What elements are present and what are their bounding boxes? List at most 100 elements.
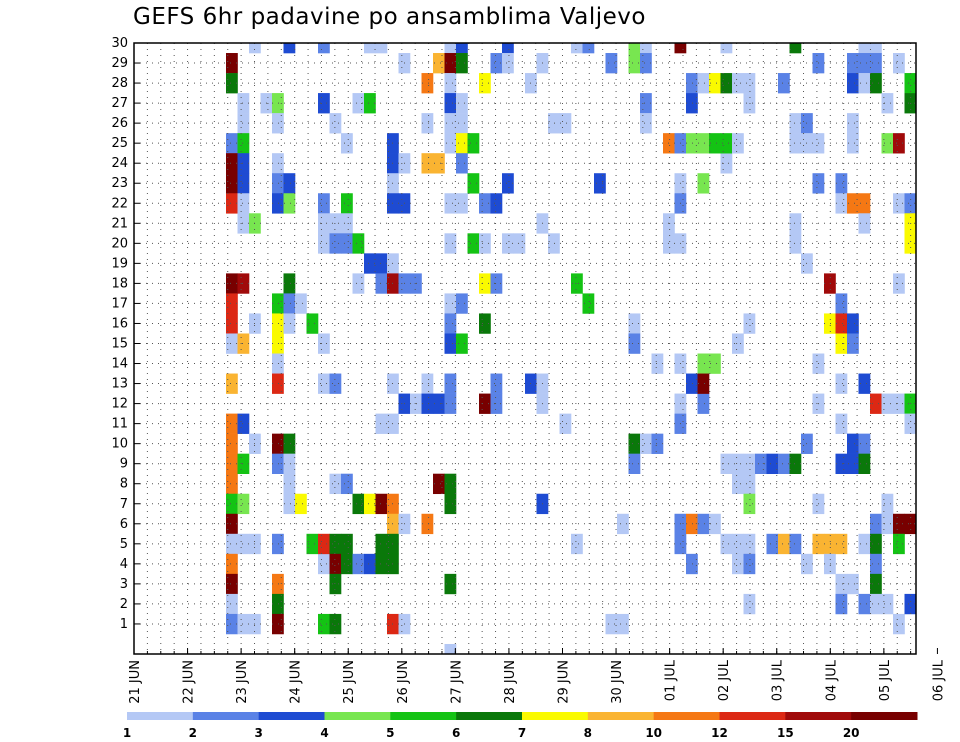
heatmap-cell	[778, 533, 790, 555]
heatmap-cell	[513, 233, 526, 254]
heatmap-cell	[651, 433, 664, 454]
heatmap-cell	[870, 573, 882, 595]
heatmap-cell	[306, 533, 319, 555]
colorbar-swatch	[785, 712, 852, 720]
heatmap-cell	[858, 193, 871, 214]
heatmap-cell	[743, 593, 756, 615]
heatmap-cell	[904, 593, 917, 615]
heatmap-cell	[479, 233, 491, 254]
heatmap-cell	[870, 513, 882, 535]
heatmap-cell	[272, 533, 284, 555]
heatmap-cell	[835, 173, 848, 194]
heatmap-cell	[283, 173, 296, 194]
heatmap-cell	[490, 193, 503, 214]
x-tick-label: 28 JUN	[503, 660, 518, 704]
plot-frame	[133, 42, 917, 655]
colorbar-label: 15	[777, 726, 794, 740]
heatmap-cell	[709, 353, 721, 374]
heatmap-cell	[709, 513, 721, 535]
heatmap-cell	[329, 553, 342, 575]
heatmap-cell	[628, 453, 641, 474]
heatmap-cell	[502, 173, 514, 194]
heatmap-cell	[697, 373, 710, 394]
x-tick-label: 23 JUN	[235, 660, 250, 704]
heatmap-cell	[548, 233, 560, 254]
heatmap-cell	[628, 43, 641, 54]
colorbar-label: 6	[452, 726, 460, 740]
x-tick-label: 24 JUN	[289, 660, 304, 704]
heatmap-cell	[352, 273, 365, 294]
heatmap-cell	[352, 233, 365, 254]
heatmap-cell	[341, 553, 353, 575]
heatmap-cell	[720, 153, 733, 174]
heatmap-cell	[686, 133, 698, 154]
x-tick-label: 27 JUN	[449, 660, 464, 704]
heatmap-cell	[720, 73, 733, 94]
heatmap-cell	[904, 413, 917, 434]
heatmap-cell	[421, 113, 434, 134]
heatmap-cell	[318, 193, 330, 214]
heatmap-cell	[375, 273, 388, 294]
y-tick-label: 23	[111, 176, 128, 191]
colorbar-swatch	[456, 712, 523, 720]
heatmap-cell	[375, 493, 388, 515]
heatmap-cell	[237, 333, 250, 354]
heatmap-cell	[732, 553, 744, 575]
heatmap-cell	[479, 193, 491, 214]
heatmap-cell	[283, 473, 296, 495]
heatmap-cell	[226, 473, 238, 495]
heatmap-cell	[893, 393, 905, 414]
y-tick-label: 25	[111, 136, 128, 151]
heatmap-cell	[410, 393, 422, 414]
x-tick-label: 25 JUN	[342, 660, 357, 704]
heatmap-cell	[904, 73, 917, 94]
heatmap-cell	[226, 593, 238, 615]
heatmap-cell	[226, 493, 238, 515]
heatmap-cell	[237, 193, 250, 214]
heatmap-cell	[732, 453, 744, 474]
heatmap-cell	[410, 273, 422, 294]
heatmap-cell	[272, 333, 284, 354]
y-tick-label: 19	[111, 256, 128, 271]
heatmap-cell	[421, 153, 434, 174]
heatmap-cell	[226, 573, 238, 595]
heatmap-cell	[881, 513, 894, 535]
heatmap-cell	[237, 493, 250, 515]
heatmap-cell	[364, 93, 376, 114]
x-tick-label: 03 JUL	[771, 659, 786, 701]
heatmap-cell	[640, 433, 652, 454]
heatmap-cell	[881, 133, 894, 154]
heatmap-cell	[881, 593, 894, 615]
heatmap-cell	[272, 453, 284, 474]
heatmap-cell	[858, 433, 871, 454]
heatmap-cell	[283, 453, 296, 474]
colorbar-label: 3	[254, 726, 262, 740]
heatmap-cell	[847, 573, 859, 595]
heatmap-cell	[743, 93, 756, 114]
heatmap-cell	[295, 493, 307, 515]
heatmap-cell	[272, 153, 284, 174]
heatmap-cell	[847, 333, 859, 354]
heatmap-cell	[490, 53, 503, 74]
heatmap-cell	[295, 293, 307, 314]
heatmap-cell	[870, 533, 882, 555]
heatmap-cell	[835, 593, 848, 615]
heatmap-cell	[318, 373, 330, 394]
heatmap-cell	[226, 373, 238, 394]
heatmap-cell	[870, 393, 882, 414]
heatmap-cell	[283, 313, 296, 334]
heatmap-cell	[789, 233, 802, 254]
heatmap-cell	[835, 333, 848, 354]
heatmap-cell	[789, 453, 802, 474]
heatmap-cell	[444, 493, 457, 515]
heatmap-cell	[226, 293, 238, 314]
x-tick-label: 29 JUN	[556, 660, 571, 704]
heatmap-cell	[272, 593, 284, 615]
heatmap-cell	[444, 373, 457, 394]
heatmap-cell	[444, 53, 457, 74]
heatmap-cell	[479, 313, 491, 334]
heatmap-cell	[283, 433, 296, 454]
colorbar-label: 8	[584, 726, 592, 740]
y-tick-label: 22	[111, 196, 128, 211]
